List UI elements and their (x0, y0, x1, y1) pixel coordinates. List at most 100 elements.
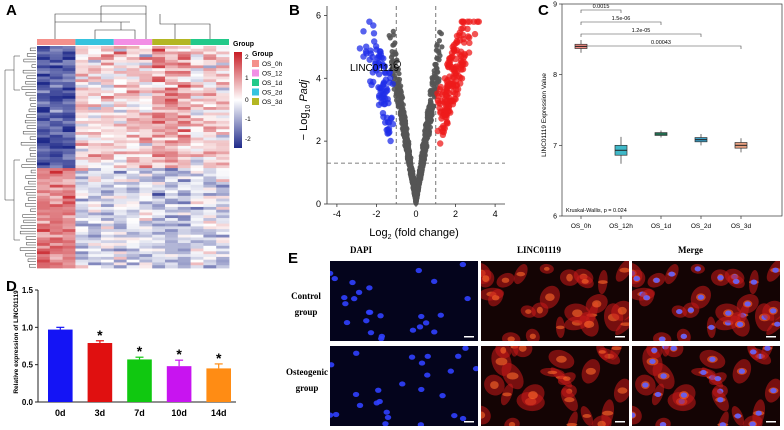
bar-significance-10d: * (176, 346, 182, 362)
scale-tick-2: 2 (245, 54, 249, 61)
boxplot-ytick-6: 6 (553, 214, 557, 221)
row-label-control: Control group (284, 288, 328, 320)
boxplot-xtick-OS_0h: OS_0h (571, 223, 592, 230)
legend-swatch-OS_0hr (252, 60, 259, 67)
bar-xtick-14d: 14d (211, 408, 227, 418)
group-bar-OS_1d (190, 39, 229, 45)
legend-label-OS_1d: OS_1d (262, 80, 282, 87)
boxplot-ytick-7: 7 (553, 143, 557, 150)
volcano-xtick--4: -4 (333, 209, 341, 219)
volcano-ylabel: − Log10 Padj (298, 79, 312, 140)
micro-dapi-control (330, 261, 478, 341)
legend-label-OS_12hr: OS_12hr (262, 71, 282, 78)
volcano-ytick-2: 2 (316, 136, 321, 146)
legend-swatch-OS_3d (252, 98, 259, 105)
col-header-dapi: DAPI (350, 245, 372, 255)
bar-ytick-0.0: 0.0 (22, 398, 34, 407)
group-bar-OS_3d (152, 39, 191, 45)
scale-tick-neg1: -1 (245, 116, 251, 123)
bar-panel: 0.0 0.5 1.0 1.5 0d 3d * 7d * 10d * 14d * Relative e… (13, 286, 236, 418)
scale-tick-1: 1 (245, 75, 249, 82)
volcano-annotation: LINC01119 (350, 63, 400, 74)
volcano-xtick--2: -2 (372, 209, 380, 219)
row-label-osteogenic-line2: group (295, 383, 319, 393)
heatmap-matrix (37, 46, 230, 269)
kruskal-label: Kruskal-Wallis, p = 0.024 (566, 208, 627, 214)
panel-a-label: A (6, 2, 17, 19)
volcano-ytick-4: 4 (316, 73, 321, 83)
group-color-bar (37, 39, 229, 45)
column-dendrogram (54, 5, 211, 39)
bar-0d (48, 329, 73, 402)
volcano-ytick-0: 0 (316, 199, 321, 209)
pvalue-0: 0.0015 (593, 4, 610, 10)
bar-ytick-1.0: 1.0 (22, 323, 34, 332)
boxplot-xtick-OS_3d: OS_3d (731, 223, 752, 230)
micro-dapi-osteogenic (330, 346, 478, 426)
legend-swatch-OS_12hr (252, 69, 259, 77)
boxplot-ytick-8: 8 (553, 72, 557, 79)
panel-b-label: B (289, 2, 300, 19)
boxplot-frame (561, 3, 783, 217)
row-label-osteogenic-line1: Osteogenic (286, 367, 328, 377)
microscopy-images (330, 261, 780, 426)
scale-tick-0: 0 (245, 97, 249, 104)
pvalue-bracket-1 (580, 21, 662, 25)
group-bar-OS_0hr (37, 39, 76, 45)
volcano-xtick-2: 2 (453, 209, 458, 219)
row-label-control-line1: Control (291, 291, 321, 301)
group-bar-OS_2d (75, 39, 114, 45)
micro-linc-control (481, 261, 629, 341)
legend-swatch-OS_1d (252, 79, 259, 86)
volcano-xtick-0: 0 (413, 209, 418, 219)
bar-3d (87, 343, 113, 402)
bar-significance-3d: * (97, 327, 103, 343)
heatmap-group-title-top: Group (233, 41, 254, 48)
bar-xtick-0d: 0d (55, 408, 66, 418)
bar-xtick-10d: 10d (171, 408, 187, 418)
boxplot-ylabel: LINC01119 Expression Value (541, 73, 548, 157)
volcano-xtick-4: 4 (493, 209, 498, 219)
boxplot-ytick-9: 9 (553, 2, 557, 9)
group-legend: OS_0hr OS_12hr OS_1d OS_2d OS_3d (252, 60, 282, 106)
row-dendrogram (4, 47, 36, 268)
volcano-xlabel: Log2 (fold change) (369, 227, 459, 241)
bar-ytick-1.5: 1.5 (22, 286, 34, 295)
boxplot-boxes (574, 40, 748, 164)
pvalue-3: 0.00043 (651, 40, 671, 46)
boxplot-xtick-OS_12h: OS_12h (609, 223, 633, 230)
volcano-points (356, 18, 482, 206)
legend-label-OS_0hr: OS_0hr (262, 61, 282, 68)
boxplot-xtick-OS_2d: OS_2d (691, 223, 712, 230)
volcano-ytick-6: 6 (316, 10, 321, 20)
microscopy-panel: DAPI LINC01119 Merge Control group Osteo… (280, 240, 784, 430)
heatmap-panel: Group 2 1 0 -1 -2 Group OS_0hrOS_12hrOS_… (4, 5, 282, 269)
bar-ytick-0.5: 0.5 (22, 361, 34, 370)
boxplot-axes: 6 7 8 9 OS_0h OS_12h OS_1d OS_2d OS_3d (553, 2, 783, 230)
volcano-highlight-point (393, 60, 402, 68)
bar-xtick-7d: 7d (134, 408, 145, 418)
panel-e-label: E (288, 250, 299, 267)
volcano-axes: -4 -2 0 2 4 0 2 4 6 (316, 6, 505, 219)
bar-14d (206, 368, 231, 402)
bar-xtick-3d: 3d (95, 408, 106, 418)
bar-ylabel: Relative expression of LINC01119 (13, 290, 20, 394)
col-header-linc: LINC01119 (517, 245, 562, 255)
micro-merge-osteogenic (632, 346, 780, 426)
micro-merge-control (632, 261, 780, 341)
volcano-panel: -4 -2 0 2 4 0 2 4 6 LINC01119 Log2 (fold change)… (298, 6, 505, 241)
panel-d-label: D (6, 278, 17, 295)
bar-significance-7d: * (137, 343, 143, 359)
row-label-osteogenic: Osteogenic group (280, 364, 334, 396)
color-scale-bar (234, 52, 242, 148)
micro-linc-osteogenic (481, 346, 629, 426)
bar-series: 0d 3d * 7d * 10d * 14d * (48, 326, 231, 418)
legend-label-OS_2d: OS_2d (262, 90, 282, 97)
pvalue-bracket-0 (580, 9, 622, 13)
bar-10d (166, 366, 192, 402)
bar-7d (127, 359, 152, 402)
legend-label-OS_3d: OS_3d (262, 99, 282, 106)
row-label-control-line2: group (294, 307, 318, 317)
scale-tick-neg2: -2 (245, 136, 251, 143)
